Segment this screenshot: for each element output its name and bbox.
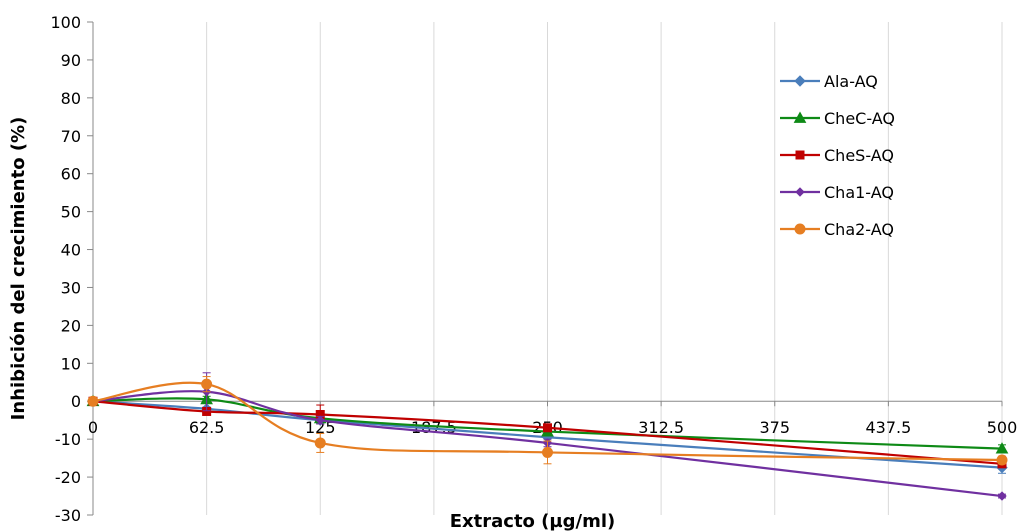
legend-label: Cha2-AQ — [824, 220, 894, 239]
y-tick-label: 80 — [61, 89, 81, 108]
legend-marker — [795, 150, 805, 160]
y-axis-title: Inhibición del crecimiento (%) — [8, 117, 29, 421]
legend-label: CheS-AQ — [824, 146, 894, 165]
legend-label: Cha1-AQ — [824, 183, 894, 202]
x-tick-label: 312.5 — [638, 418, 684, 437]
data-point — [87, 395, 99, 407]
y-tick-label: 90 — [61, 51, 81, 70]
x-axis-title: Extracto (µg/ml) — [450, 511, 616, 531]
y-tick-label: 100 — [50, 13, 81, 32]
legend-marker — [795, 187, 805, 197]
grid-layer — [206, 22, 1003, 515]
legend-marker — [793, 111, 807, 123]
series-Cha2-AQ — [87, 376, 1008, 466]
legend-item: CheC-AQ — [780, 109, 895, 128]
legend: Ala-AQ CheC-AQ CheS-AQ Cha1-AQ Cha2-AQ — [780, 72, 895, 239]
data-point — [315, 415, 325, 425]
data-point — [997, 491, 1007, 501]
y-tick-label: 60 — [61, 165, 81, 184]
y-tick-label: 70 — [61, 127, 81, 146]
data-point — [995, 442, 1009, 454]
x-tick-label: 0 — [88, 418, 98, 437]
y-tick-label: -20 — [55, 468, 81, 487]
data-point — [543, 423, 552, 433]
legend-item: Ala-AQ — [780, 72, 878, 91]
series-line — [92, 390, 1003, 498]
series-line — [92, 400, 1003, 465]
legend-item: CheS-AQ — [780, 146, 894, 165]
y-tick-label: 0 — [71, 392, 81, 411]
y-tick-label: -10 — [55, 430, 81, 449]
x-tick-label: 62.5 — [189, 418, 225, 437]
series-line — [92, 400, 1003, 469]
data-point — [201, 378, 213, 390]
legend-item: Cha1-AQ — [780, 183, 894, 202]
x-tick-label: 437.5 — [865, 418, 911, 437]
series-layer — [86, 372, 1009, 501]
legend-marker — [794, 75, 806, 87]
x-tick-label: 125 — [305, 418, 336, 437]
legend-marker — [794, 223, 806, 235]
legend-item: Cha2-AQ — [780, 220, 894, 239]
y-tick-label: 10 — [61, 354, 81, 373]
y-tick-label: 40 — [61, 241, 81, 260]
y-tick-label: 50 — [61, 203, 81, 222]
legend-label: Ala-AQ — [824, 72, 878, 91]
y-tick-label: -30 — [55, 506, 81, 525]
data-point — [996, 454, 1008, 466]
legend-label: CheC-AQ — [824, 109, 895, 128]
x-tick-label: 500 — [987, 418, 1018, 437]
data-point — [542, 446, 553, 458]
y-tick-label: 30 — [61, 278, 81, 297]
y-tick-label: 20 — [61, 316, 81, 335]
x-tick-label: 375 — [759, 418, 790, 437]
series-line — [92, 397, 1003, 450]
data-point — [314, 437, 326, 449]
